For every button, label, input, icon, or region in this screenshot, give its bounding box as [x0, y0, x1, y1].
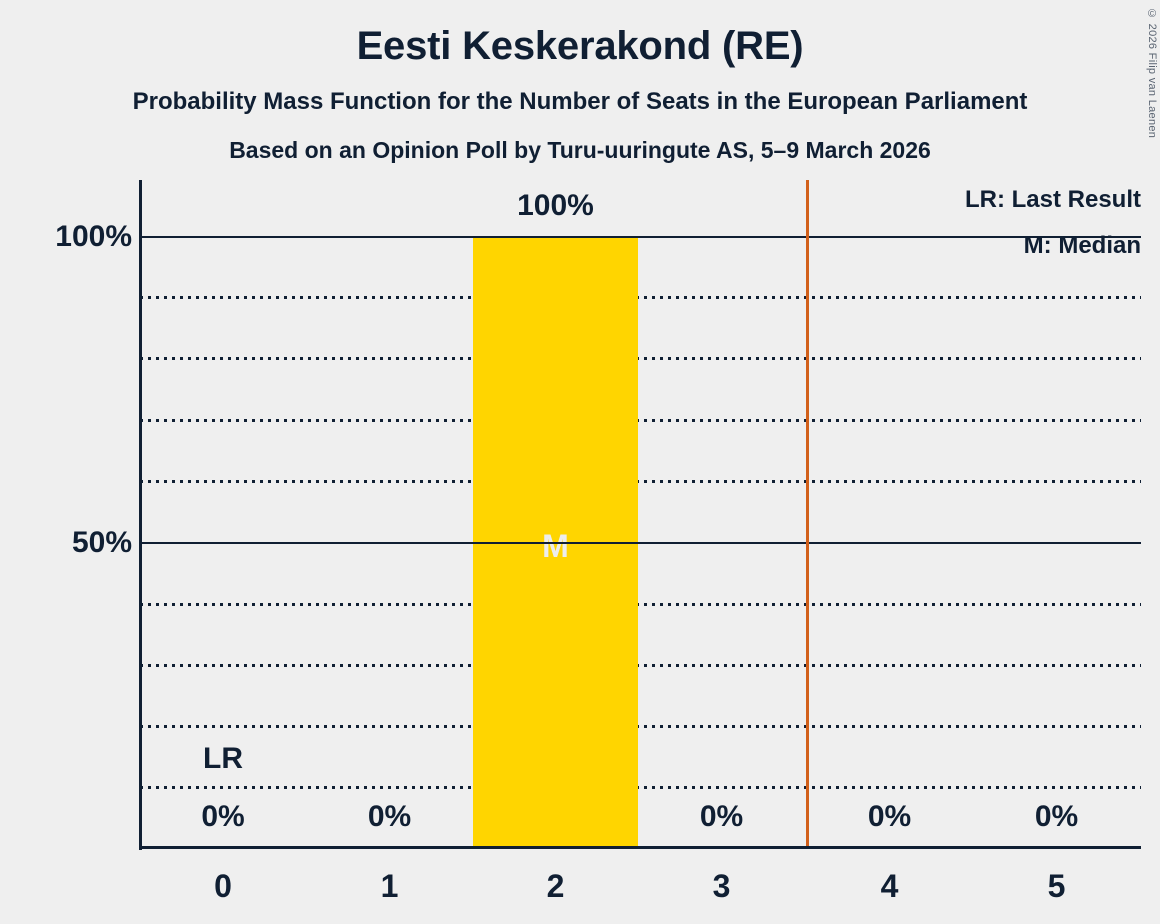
- gridline-40: [140, 603, 1141, 606]
- x-axis-line: [139, 846, 1141, 849]
- y-tick-label-50: 50%: [71, 526, 132, 559]
- value-label-seats-4: 0%: [867, 800, 912, 833]
- value-label-seats-5: 0%: [1034, 800, 1079, 833]
- chart-subtitle: Probability Mass Function for the Number…: [132, 88, 1028, 115]
- legend-median: M: Median: [1023, 232, 1141, 259]
- value-label-seats-2: 100%: [517, 189, 594, 222]
- last-result-marker: LR: [203, 742, 243, 775]
- gridline-70: [140, 419, 1141, 422]
- y-tick-label-100: 100%: [55, 220, 132, 253]
- x-tick-label-5: 5: [1047, 868, 1066, 904]
- value-label-seats-1: 0%: [367, 800, 412, 833]
- chart-title: Eesti Keskerakond (RE): [356, 24, 804, 68]
- x-tick-label-3: 3: [712, 868, 731, 904]
- gridline-60: [140, 480, 1141, 483]
- gridline-20: [140, 725, 1141, 728]
- x-tick-label-4: 4: [880, 868, 899, 904]
- legend-last-result: LR: Last Result: [964, 186, 1141, 213]
- gridline-10: [140, 786, 1141, 789]
- median-marker: M: [542, 528, 569, 564]
- gridline-100: [140, 236, 1141, 238]
- gridline-80: [140, 357, 1141, 360]
- gridline-50: [140, 542, 1141, 544]
- x-tick-label-2: 2: [546, 868, 565, 904]
- copyright-notice: © 2026 Filip van Laenen: [1146, 8, 1158, 139]
- x-tick-label-1: 1: [380, 868, 399, 904]
- value-label-seats-3: 0%: [699, 800, 744, 833]
- gridline-30: [140, 664, 1141, 667]
- value-label-seats-0: 0%: [201, 800, 245, 833]
- gridline-90: [140, 296, 1141, 299]
- x-tick-label-0: 0: [214, 868, 232, 904]
- chart-source-line: Based on an Opinion Poll by Turu-uuringu…: [229, 137, 931, 163]
- threshold-line: [806, 180, 809, 848]
- y-axis-line: [139, 180, 142, 850]
